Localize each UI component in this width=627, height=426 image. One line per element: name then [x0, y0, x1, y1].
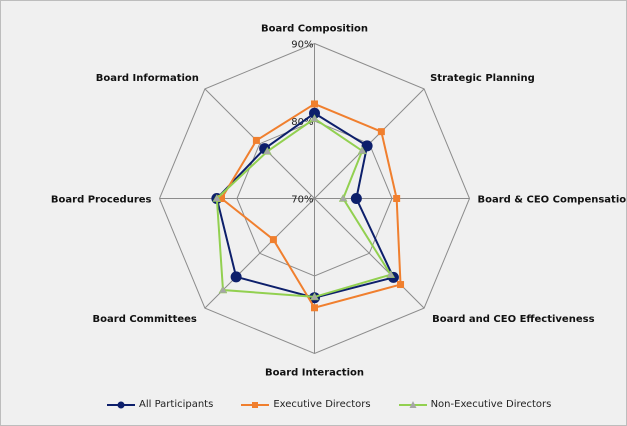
axis-label: Board and CEO Effectiveness: [432, 314, 594, 325]
axis-label: Board Composition: [261, 24, 368, 35]
series-line: [220, 102, 402, 309]
axis-label: Board Procedures: [51, 195, 152, 206]
data-point: [377, 128, 385, 136]
data-point: [218, 195, 225, 202]
legend-label: Executive Directors: [273, 399, 371, 410]
data-point: [218, 285, 228, 294]
data-point: [361, 140, 373, 152]
data-point: [212, 193, 222, 202]
legend-marker-icon: [398, 400, 427, 408]
data-point: [262, 146, 272, 155]
axis-label: Board Committees: [93, 314, 197, 325]
data-point: [309, 107, 320, 119]
legend-item: Non-Executive Directors: [398, 399, 552, 410]
legend-item: All Participants: [107, 399, 213, 410]
data-point: [269, 236, 277, 244]
data-point: [310, 292, 319, 301]
legend-marker-icon: [241, 401, 270, 408]
data-point: [338, 193, 348, 202]
axis-label: Board Information: [96, 73, 199, 84]
legend-item: Executive Directors: [241, 399, 371, 410]
tick-label: 90%: [291, 40, 313, 51]
legend-label: Non-Executive Directors: [430, 399, 552, 410]
legend-label: All Participants: [139, 399, 214, 410]
data-point: [393, 195, 401, 202]
tick-label: 70%: [291, 195, 313, 206]
data-point: [357, 146, 367, 155]
legend: All Participants Executive Directors Non-E…: [107, 399, 551, 410]
legend-marker-icon: [107, 401, 135, 408]
data-point: [311, 304, 318, 312]
data-point: [350, 193, 362, 204]
axis-label: Board Interaction: [265, 368, 364, 379]
data-point: [252, 136, 260, 144]
grid-spoke: [314, 198, 425, 309]
axis-label: Strategic Planning: [430, 73, 535, 84]
data-point: [397, 281, 405, 289]
data-point: [386, 270, 396, 278]
data-point: [311, 100, 318, 108]
data-point: [230, 271, 242, 283]
data-point: [310, 114, 319, 122]
axis-label: Board & CEO Compensation: [478, 195, 627, 206]
